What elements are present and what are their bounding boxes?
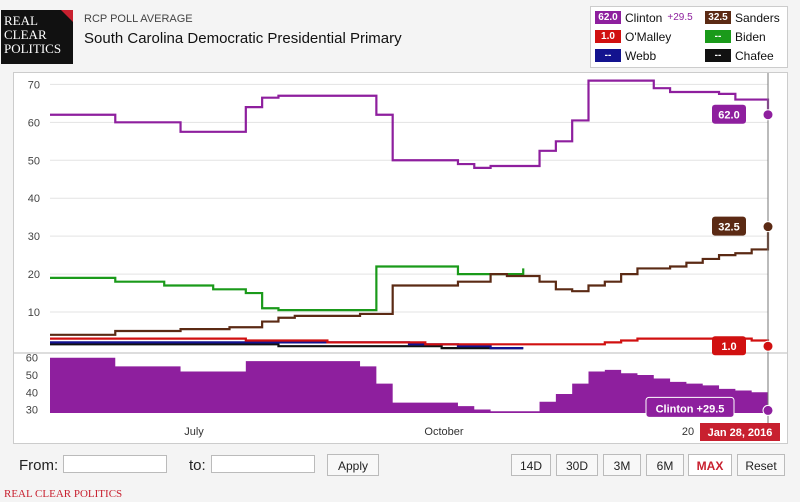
logo-line-1: REAL [4,13,38,28]
range-6m-button[interactable]: 6M [646,454,684,476]
spread-badge-bg [645,396,735,418]
to-label: to: [189,457,206,474]
end-badge-bg-sanders [712,216,746,236]
x-tick-july: July [184,426,204,438]
legend-item-biden[interactable]: -- Biden [705,29,766,44]
end-badge-clinton: 62.0 [718,110,739,122]
y-tick-20: 20 [28,269,40,281]
y-tick-40: 40 [28,193,40,205]
range-14d-button[interactable]: 14D [511,454,551,476]
chart-overlay: 62.0 32.5 1.0 Clinton +29.5 Jan 28, 2016 [645,73,780,441]
legend: 62.0 Clinton +29.5 32.5 Sanders 1.0 O'Ma… [590,6,788,68]
spread-area-clinton [50,357,768,413]
logo-line-3: POLITICS [4,41,62,56]
legend-item-chafee[interactable]: -- Chafee [705,48,774,63]
legend-item-webb[interactable]: -- Webb [595,48,656,63]
legend-name-webb: Webb [625,48,657,63]
legend-value-omalley: 1.0 [595,30,621,43]
legend-value-biden: -- [705,30,731,43]
legend-name-biden: Biden [735,29,766,44]
y-tick-60: 60 [28,117,40,129]
y-tick-30: 30 [28,231,40,243]
legend-spread-clinton: +29.5 [667,12,693,23]
series-line-webb [50,341,524,350]
date-badge: Jan 28, 2016 [708,427,773,439]
date-badge-bg [700,423,780,441]
spread-end-marker [762,404,774,416]
legend-value-clinton: 62.0 [595,11,621,24]
end-badge-bg-omalley [712,336,746,356]
x-axis: July October 20 [184,426,694,438]
x-tick-: 20 [682,426,694,438]
sub-y-tick-50: 50 [26,370,38,382]
end-marker-omalley [762,340,774,352]
series-line-clinton [50,79,770,169]
range-3m-button[interactable]: 3M [603,454,641,476]
legend-name-chafee: Chafee [735,48,774,63]
logo-line-2: CLEAR [4,27,47,42]
header: REAL CLEAR POLITICS RCP POLL AVERAGE Sou… [0,0,800,68]
sub-y-tick-30: 30 [26,405,38,417]
end-badge-sanders: 32.5 [718,222,739,234]
legend-name-sanders: Sanders [735,10,780,25]
footer-brand[interactable]: REAL CLEAR POLITICS [4,488,123,500]
chart-title: South Carolina Democratic Presidential P… [84,30,402,47]
end-marker-sanders [762,221,774,233]
legend-name-omalley: O'Malley [625,29,672,44]
chart-panel[interactable]: 10 20 30 40 50 60 70 30 40 50 60 July October 20 62… [13,72,788,444]
sub-y-tick-40: 40 [26,387,38,399]
legend-item-clinton[interactable]: 62.0 Clinton +29.5 [595,10,693,25]
date-controls: From: to: Apply 14D 30D 3M 6M MAX Reset [0,446,800,486]
range-30d-button[interactable]: 30D [556,454,598,476]
spread-badge: Clinton +29.5 [656,403,725,415]
series-line-sanders [50,226,770,336]
series-line-omalley [50,337,770,347]
reset-button[interactable]: Reset [737,454,785,476]
legend-item-sanders[interactable]: 32.5 Sanders [705,10,780,25]
series-line-chafee [50,343,524,350]
y-tick-70: 70 [28,79,40,91]
to-date-input[interactable] [211,455,315,473]
y-tick-10: 10 [28,307,40,319]
chart-kicker: RCP POLL AVERAGE [84,13,193,25]
sub-y-tick-60: 60 [26,353,38,365]
main-chart-lines [50,79,770,350]
spread-chart: 30 40 50 60 [14,352,787,417]
from-label: From: [19,457,59,474]
end-marker-clinton [762,109,774,121]
range-max-button[interactable]: MAX [688,454,732,476]
end-badge-omalley: 1.0 [721,341,736,353]
legend-name-clinton: Clinton [625,10,663,25]
x-tick-october: October [424,426,463,438]
legend-value-sanders: 32.5 [705,11,731,24]
rcp-logo[interactable]: REAL CLEAR POLITICS [1,10,73,64]
end-badge-bg-clinton [712,104,746,124]
logo-corner-icon [61,10,73,22]
legend-item-omalley[interactable]: 1.0 O'Malley [595,29,671,44]
apply-button[interactable]: Apply [327,454,379,476]
poll-chart[interactable]: 10 20 30 40 50 60 70 30 40 50 60 July October 20 62… [14,73,787,443]
main-chart-grid: 10 20 30 40 50 60 70 [28,79,768,319]
y-tick-50: 50 [28,155,40,167]
from-date-input[interactable] [63,455,167,473]
legend-value-chafee: -- [705,49,731,62]
legend-value-webb: -- [595,49,621,62]
series-line-biden [50,265,525,312]
